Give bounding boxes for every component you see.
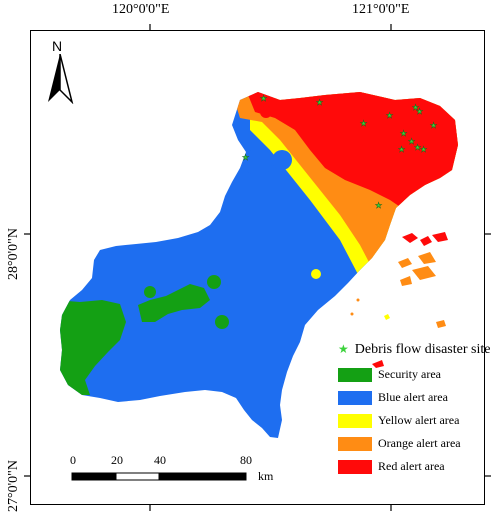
island-red [420,236,432,246]
offshore-islands [350,232,448,368]
disaster-site-marker: ★ [414,143,421,152]
security-zone-center [138,284,210,322]
legend-label: Yellow alert area [378,413,460,427]
security-zone-spot [144,286,156,298]
legend-item-security: Security area [338,363,488,386]
disaster-site-marker: ★ [316,98,323,107]
yellow-alert-spot [311,269,321,279]
legend-title-row: ★ Debris flow disaster site [338,342,491,357]
disaster-site-marker: ★ [416,107,423,116]
disaster-site-marker: ★ [242,153,249,162]
disaster-site-marker: ★ [375,201,382,210]
scale-tick-80: 80 [240,453,252,467]
disaster-site-marker: ★ [386,111,393,120]
island-orange [418,252,436,264]
legend-swatch [338,367,372,382]
red-alert-spot [260,106,272,118]
north-label: N [52,38,63,54]
island-orange [436,320,446,328]
legend-swatch [338,459,372,474]
disaster-site-marker: ★ [412,103,419,112]
scale-bar: 0 20 40 80 km [60,453,280,493]
blue-alert-spot [272,150,292,170]
scale-tick-0: 0 [70,453,76,467]
legend-label: Security area [378,367,441,381]
island-orange [398,258,412,268]
legend-swatch [338,436,372,451]
island-red [402,233,418,243]
disaster-site-marker: ★ [360,119,367,128]
disaster-site-marker: ★ [430,121,437,130]
map-legend: ★ Debris flow disaster site Security are… [338,342,491,478]
island-yellow [384,314,390,320]
disaster-site-marker: ★ [400,129,407,138]
legend-item-orange: Orange alert area [338,432,488,455]
island-red [432,232,448,242]
disaster-sites: ★ ★ ★ ★ ★ ★ ★ ★ ★ ★ ★ ★ ★ ★ [242,94,438,211]
legend-item-red: Red alert area [338,455,488,478]
security-zone-west [60,300,126,395]
disaster-site-star-icon: ★ [338,342,349,356]
scale-tick-40: 40 [154,453,166,467]
longitude-label-120: 120°0'0"E [112,2,170,17]
disaster-site-marker: ★ [408,137,415,146]
island-orange [412,266,436,280]
island-orange [400,276,412,286]
blue-alert-spot [244,148,272,176]
scale-unit: km [258,469,274,483]
legend-swatch [338,413,372,428]
disaster-site-marker: ★ [398,145,405,154]
map-frame [30,30,485,505]
legend-label: Red alert area [378,459,445,473]
scale-tick-20: 20 [111,453,123,467]
island-orange [356,298,360,302]
legend-item-yellow: Yellow alert area [338,409,488,432]
longitude-label-121: 121°0'0"E [352,2,410,17]
security-zone-spot [207,275,221,289]
legend-title: Debris flow disaster site [354,342,491,357]
legend-swatch [338,390,372,405]
legend-label: Blue alert area [378,390,448,404]
island-red [372,360,384,368]
island-orange [350,312,354,316]
legend-item-blue: Blue alert area [338,386,488,409]
north-arrow-icon [48,54,74,104]
scale-bar-graphic [71,472,247,481]
security-zone-spot [215,315,229,329]
disaster-site-marker: ★ [260,94,267,103]
north-arrow: N [40,38,80,104]
disaster-site-marker: ★ [420,145,427,154]
legend-label: Orange alert area [378,436,461,450]
frame-ticks [24,24,491,511]
